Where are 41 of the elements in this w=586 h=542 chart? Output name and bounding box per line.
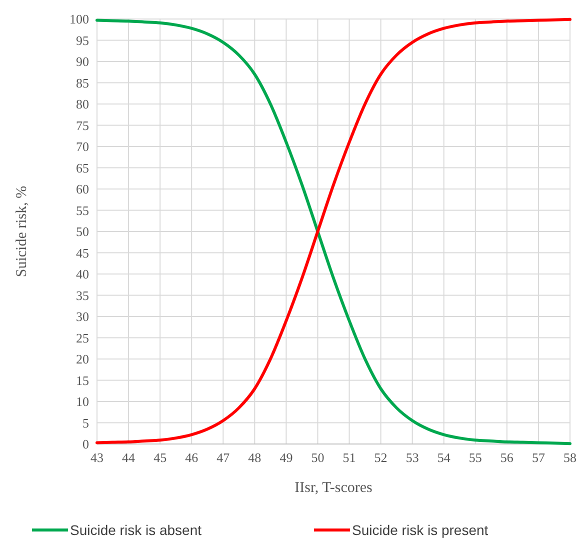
x-axis-title: IIsr, T-scores xyxy=(294,480,373,496)
y-tick-label: 55 xyxy=(76,202,89,218)
y-tick-label: 25 xyxy=(76,330,89,346)
x-tick-label: 49 xyxy=(280,450,293,465)
legend-label: Suicide risk is present xyxy=(352,522,488,538)
x-tick-label: 44 xyxy=(122,450,136,465)
x-tick-label: 57 xyxy=(532,450,546,465)
x-tick-label: 54 xyxy=(437,450,451,465)
x-tick-label: 56 xyxy=(500,450,514,465)
y-tick-label: 75 xyxy=(76,118,89,133)
y-tick-label: 100 xyxy=(70,12,89,27)
y-axis-title: Suicide risk, % xyxy=(14,186,30,278)
x-tick-label: 51 xyxy=(342,450,356,465)
y-tick-label: 40 xyxy=(76,266,89,282)
y-tick-label: 90 xyxy=(76,54,89,70)
y-tick-label: 45 xyxy=(76,245,89,260)
legend-label: Suicide risk is absent xyxy=(70,522,202,538)
x-tick-label: 47 xyxy=(216,450,230,465)
x-tick-label: 53 xyxy=(406,450,419,465)
x-tick-label: 43 xyxy=(90,450,104,465)
y-tick-label: 35 xyxy=(76,288,89,303)
y-tick-label: 15 xyxy=(76,372,89,388)
y-tick-label: 30 xyxy=(76,309,89,324)
y-tick-label: 0 xyxy=(82,436,89,452)
y-tick-label: 80 xyxy=(76,96,89,112)
y-tick-label: 65 xyxy=(76,160,89,176)
y-tick-label: 5 xyxy=(82,415,89,430)
x-tick-label: 45 xyxy=(154,450,167,465)
y-tick-label: 85 xyxy=(76,75,89,90)
y-tick-label: 50 xyxy=(76,224,89,240)
x-tick-label: 48 xyxy=(248,450,262,465)
y-tick-label: 10 xyxy=(76,394,89,410)
x-tick-label: 52 xyxy=(374,450,388,465)
y-tick-label: 95 xyxy=(76,32,89,48)
x-tick-label: 50 xyxy=(311,450,324,465)
x-tick-label: 58 xyxy=(564,450,576,465)
y-tick-label: 60 xyxy=(76,182,89,197)
x-tick-label: 55 xyxy=(468,450,482,465)
y-tick-label: 70 xyxy=(76,139,89,154)
y-tick-label: 20 xyxy=(76,352,89,367)
x-tick-label: 46 xyxy=(185,450,199,465)
